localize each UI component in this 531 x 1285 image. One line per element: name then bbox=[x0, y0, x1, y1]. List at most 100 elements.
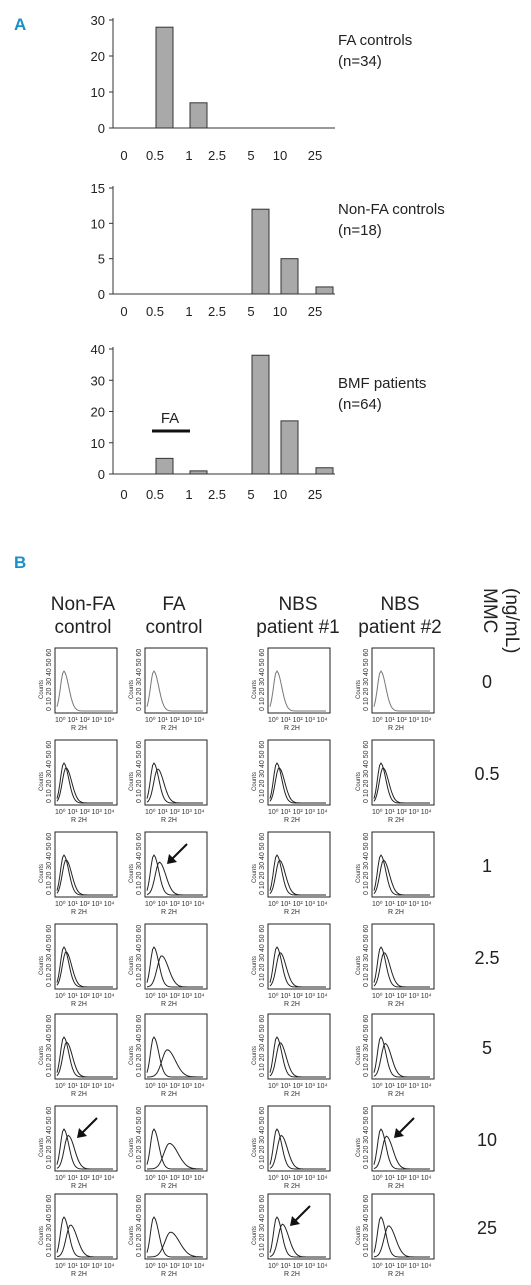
histogram-frame bbox=[371, 923, 435, 990]
histogram-frame bbox=[371, 1105, 435, 1172]
bar-chart-2: 0 5 10 15 0 0.5 1 2.5 5 10 25 Non-FA controls (n=18) bbox=[91, 181, 445, 319]
histogram-y-title: Counts bbox=[252, 1138, 258, 1157]
mmc-dose-label: 25 bbox=[477, 1218, 497, 1238]
histogram-y-title: Counts bbox=[252, 680, 258, 699]
y-tick-label: 15 bbox=[91, 181, 105, 196]
histogram-y-ticks: 0 10 20 30 40 50 60 bbox=[259, 925, 266, 987]
histogram-y-ticks: 0 10 20 30 40 50 60 bbox=[363, 925, 370, 987]
histogram-y-ticks: 0 10 20 30 40 50 60 bbox=[46, 741, 53, 803]
histogram-y-ticks: 0 10 20 30 40 50 60 bbox=[136, 741, 143, 803]
histogram-y-title: Counts bbox=[39, 772, 45, 791]
histogram-frame bbox=[267, 1013, 331, 1080]
histogram-x-ticks: 10⁰ 10¹ 10² 10³ 10⁴ bbox=[55, 716, 115, 724]
histogram-x-ticks: 10⁰ 10¹ 10² 10³ 10⁴ bbox=[55, 1262, 115, 1270]
mmc-dose-label: 10 bbox=[477, 1130, 497, 1150]
histogram-x-ticks: 10⁰ 10¹ 10² 10³ 10⁴ bbox=[268, 900, 328, 908]
histogram-curve bbox=[373, 1036, 430, 1078]
histogram-x-ticks: 10⁰ 10¹ 10² 10³ 10⁴ bbox=[372, 992, 432, 1000]
histogram-frame bbox=[54, 1105, 118, 1172]
histogram-x-ticks: 10⁰ 10¹ 10² 10³ 10⁴ bbox=[372, 716, 432, 724]
histogram-x-title: R 2H bbox=[161, 909, 177, 916]
histogram-curve bbox=[56, 859, 113, 896]
histogram-x-ticks: 10⁰ 10¹ 10² 10³ 10⁴ bbox=[268, 716, 328, 724]
histogram-x-title: R 2H bbox=[161, 1271, 177, 1278]
arrow-head-icon bbox=[167, 854, 177, 864]
histogram-y-title: Counts bbox=[356, 956, 362, 975]
panel-label-b: B bbox=[14, 553, 26, 572]
category-label: 1 bbox=[185, 148, 192, 163]
histogram-curve bbox=[56, 670, 113, 712]
histogram-frame bbox=[54, 1193, 118, 1260]
histogram-curve bbox=[373, 1135, 430, 1170]
histogram-curve bbox=[56, 1041, 113, 1078]
category-label: 1 bbox=[185, 304, 192, 319]
histogram-frame bbox=[54, 923, 118, 990]
histogram-frame bbox=[267, 831, 331, 898]
mmc-dose-label: 2.5 bbox=[474, 948, 499, 968]
histogram-y-ticks: 0 10 20 30 40 50 60 bbox=[136, 925, 143, 987]
row-header-line2: (ng/mL) bbox=[501, 588, 522, 653]
histogram-y-ticks: 0 10 20 30 40 50 60 bbox=[46, 1195, 53, 1257]
histogram-curve bbox=[147, 1142, 203, 1170]
histogram-x-title: R 2H bbox=[284, 1001, 300, 1008]
histogram-y-title: Counts bbox=[356, 1226, 362, 1245]
histogram-x-title: R 2H bbox=[71, 817, 87, 824]
histogram-curve bbox=[146, 861, 203, 896]
histogram-x-title: R 2H bbox=[388, 1091, 404, 1098]
histogram-curve bbox=[146, 1128, 203, 1170]
histogram-y-title: Counts bbox=[129, 1046, 135, 1065]
y-tick-label: 30 bbox=[91, 13, 105, 28]
histogram-y-title: Counts bbox=[252, 1046, 258, 1065]
histogram-curve bbox=[269, 1134, 326, 1170]
histogram-y-title: Counts bbox=[129, 864, 135, 883]
y-tick-label: 10 bbox=[91, 436, 105, 451]
histogram-frame bbox=[54, 739, 118, 806]
histogram-x-ticks: 10⁰ 10¹ 10² 10³ 10⁴ bbox=[372, 900, 432, 908]
bar bbox=[315, 467, 334, 475]
histogram-y-ticks: 0 10 20 30 40 50 60 bbox=[46, 1107, 53, 1169]
histogram-frame bbox=[371, 1013, 435, 1080]
histogram-y-title: Counts bbox=[39, 956, 45, 975]
histogram-curve bbox=[373, 1216, 430, 1258]
histogram-curve bbox=[373, 767, 430, 804]
category-label: 2.5 bbox=[208, 487, 226, 502]
histogram-x-ticks: 10⁰ 10¹ 10² 10³ 10⁴ bbox=[55, 1082, 115, 1090]
y-tick-label: 40 bbox=[91, 342, 105, 357]
histogram-y-title: Counts bbox=[356, 772, 362, 791]
y-tick-label: 10 bbox=[91, 216, 105, 231]
category-label: 25 bbox=[308, 487, 322, 502]
histogram-y-ticks: 0 10 20 30 40 50 60 bbox=[259, 1107, 266, 1169]
arrow-icon bbox=[397, 1117, 415, 1135]
histogram-frame bbox=[267, 1105, 331, 1172]
histogram-y-title: Counts bbox=[252, 772, 258, 791]
histogram-y-title: Counts bbox=[39, 1138, 45, 1157]
histogram-curve bbox=[146, 1036, 203, 1078]
histogram-y-ticks: 0 10 20 30 40 50 60 bbox=[363, 1015, 370, 1077]
y-tick-label: 30 bbox=[91, 373, 105, 388]
histogram-x-title: R 2H bbox=[71, 909, 87, 916]
histogram-curve bbox=[269, 1128, 326, 1170]
histogram-x-ticks: 10⁰ 10¹ 10² 10³ 10⁴ bbox=[55, 900, 115, 908]
bar bbox=[315, 286, 334, 295]
histogram-curve bbox=[373, 952, 430, 988]
histogram-frame bbox=[267, 923, 331, 990]
histogram-x-ticks: 10⁰ 10¹ 10² 10³ 10⁴ bbox=[145, 1174, 205, 1182]
histogram-x-title: R 2H bbox=[284, 725, 300, 732]
